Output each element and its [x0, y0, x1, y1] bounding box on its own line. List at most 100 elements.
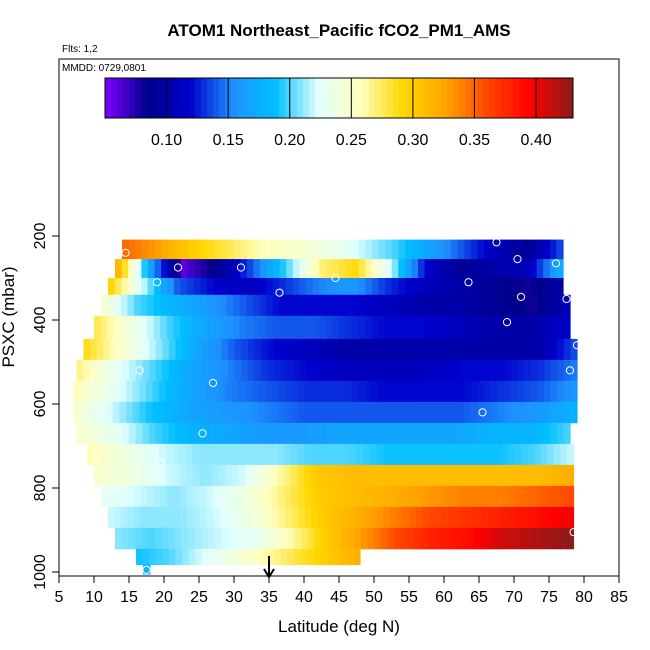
- colorbar-swatch: [105, 78, 112, 118]
- heatmap-cell: [376, 464, 384, 487]
- heatmap-cell: [462, 506, 470, 529]
- heatmap-cell: [239, 506, 247, 529]
- heatmap-cell: [344, 506, 352, 529]
- heatmap-cell: [126, 401, 134, 424]
- heatmap-cell: [351, 278, 360, 296]
- heatmap-cell: [384, 315, 393, 340]
- heatmap-cell: [405, 422, 413, 445]
- heatmap-cell: [431, 380, 439, 403]
- heatmap-cell: [398, 239, 406, 260]
- heatmap-cell: [173, 485, 181, 508]
- heatmap-cell: [343, 443, 351, 466]
- heatmap-cell: [287, 338, 295, 361]
- heatmap-cell: [397, 380, 406, 403]
- colorbar-swatch: [549, 78, 556, 118]
- heatmap-cell: [563, 338, 572, 361]
- heatmap-cell: [238, 401, 247, 424]
- heatmap-cell: [553, 527, 561, 550]
- heatmap-cell: [194, 259, 202, 279]
- heatmap-cell: [422, 506, 430, 529]
- heatmap-cell: [504, 422, 512, 445]
- heatmap-cell: [537, 338, 545, 361]
- colorbar-swatch: [561, 78, 568, 118]
- heatmap-cell: [160, 278, 168, 296]
- heatmap-cell: [371, 294, 380, 317]
- heatmap-cell: [325, 294, 333, 317]
- heatmap-cell: [286, 239, 294, 260]
- heatmap-cell: [226, 506, 234, 529]
- heatmap-cell: [245, 506, 253, 529]
- heatmap-cell: [332, 278, 340, 296]
- heatmap-cell: [121, 259, 129, 279]
- heatmap-cell: [259, 259, 268, 279]
- heatmap-cell: [450, 278, 459, 296]
- heatmap-cell: [172, 380, 180, 403]
- heatmap-cell: [226, 294, 234, 317]
- observation-point: [572, 341, 582, 350]
- heatmap-cell: [391, 278, 399, 296]
- heatmap-cell: [453, 527, 462, 550]
- heatmap-cell: [437, 294, 446, 317]
- heatmap-cell: [207, 239, 215, 260]
- heatmap-cell: [318, 401, 326, 424]
- heatmap-cell: [350, 485, 358, 508]
- heatmap-cell: [205, 464, 213, 487]
- heatmap-cell: [320, 527, 329, 550]
- heatmap-cell: [134, 259, 142, 279]
- heatmap-cell: [300, 359, 308, 382]
- heatmap-cell: [330, 485, 338, 508]
- heatmap-cell: [550, 294, 558, 317]
- heatmap-cell: [438, 338, 446, 361]
- heatmap-cell: [405, 239, 413, 260]
- heatmap-cell: [338, 380, 346, 403]
- heatmap-cell: [437, 401, 445, 424]
- observation-point: [502, 318, 512, 327]
- heatmap-cell: [429, 506, 437, 529]
- heatmap-cell: [507, 464, 515, 487]
- heatmap-cell: [297, 485, 306, 508]
- heatmap-cell: [520, 443, 529, 466]
- heatmap-cell: [258, 506, 266, 529]
- heatmap-cell: [451, 294, 459, 317]
- heatmap-cell: [514, 464, 522, 487]
- heatmap-cell: [480, 527, 488, 550]
- heatmap-cell: [168, 359, 176, 382]
- heatmap-cell: [339, 422, 347, 445]
- heatmap-cell: [346, 338, 354, 361]
- heatmap-cell: [442, 506, 450, 529]
- heatmap-cell: [319, 239, 327, 260]
- heatmap-cell: [431, 239, 439, 260]
- colorbar-swatch: [219, 78, 226, 118]
- heatmap-cell: [402, 485, 411, 508]
- heatmap-cell: [287, 527, 296, 550]
- heatmap-cell: [432, 338, 440, 361]
- x-tick-label: 35: [260, 589, 278, 606]
- heatmap-cell: [175, 359, 183, 382]
- heatmap-cell: [305, 401, 313, 424]
- heatmap-cell: [300, 422, 308, 445]
- colorbar-swatch: [531, 78, 538, 118]
- heatmap-cell: [490, 259, 498, 279]
- heatmap-cell: [169, 338, 177, 361]
- observation-markers: [121, 238, 582, 575]
- heatmap-cell: [225, 464, 233, 487]
- colorbar-swatch: [207, 78, 214, 118]
- heatmap-cell: [297, 443, 305, 466]
- heatmap-cell: [471, 359, 479, 382]
- heatmap-cell: [145, 401, 154, 424]
- heatmap-cell: [254, 338, 262, 361]
- heatmap-cell: [536, 294, 545, 317]
- heatmap-cell: [280, 422, 288, 445]
- heatmap-cell: [471, 422, 479, 445]
- heatmap-cell: [391, 259, 399, 279]
- heatmap-cell: [246, 259, 254, 279]
- heatmap-cell: [371, 278, 379, 296]
- heatmap-cell: [258, 485, 266, 508]
- heatmap-cell: [239, 315, 247, 340]
- heatmap-cell: [205, 401, 213, 424]
- heatmap-cell: [246, 315, 254, 340]
- heatmap-cell: [260, 239, 268, 260]
- colorbar-swatch: [213, 78, 220, 118]
- heatmap-cell: [277, 464, 286, 487]
- heatmap-cell: [267, 338, 275, 361]
